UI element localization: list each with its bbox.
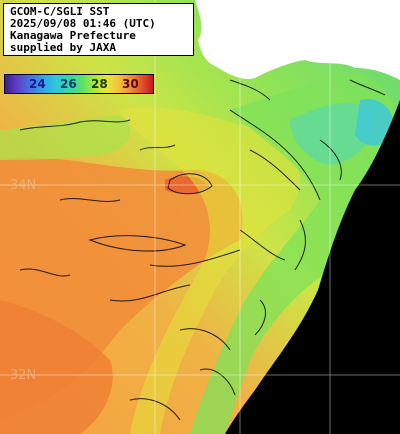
cold-region <box>355 99 395 146</box>
colorbar-tick-24: 24 <box>29 77 46 91</box>
cool-region <box>190 74 400 434</box>
sst-contours <box>19 79 386 421</box>
cold-region <box>290 102 373 165</box>
latitude-label-34n: 34N <box>10 178 37 193</box>
mid-region <box>120 107 300 434</box>
title-line-1: GCOM-C/SGLI SST <box>10 5 110 18</box>
title-line-2: 2025/09/08 01:46 (UTC) <box>10 17 156 30</box>
colorbar-tick-28: 28 <box>91 77 108 91</box>
colorbar-tick-30: 30 <box>122 77 139 91</box>
title-line-4: supplied by JAXA <box>10 41 116 54</box>
title-line-3: Kanagawa Prefecture <box>10 29 136 42</box>
land-area <box>195 0 400 80</box>
coastal-region <box>0 115 131 160</box>
latitude-label-32n: 32N <box>10 368 37 383</box>
sst-colorbar: 24 26 28 30 <box>4 74 154 94</box>
title-box: GCOM-C/SGLI SST 2025/09/08 01:46 (UTC) K… <box>3 3 194 56</box>
warm-region <box>0 300 113 434</box>
colorbar-tick-26: 26 <box>60 77 77 91</box>
no-data-area <box>225 100 400 434</box>
